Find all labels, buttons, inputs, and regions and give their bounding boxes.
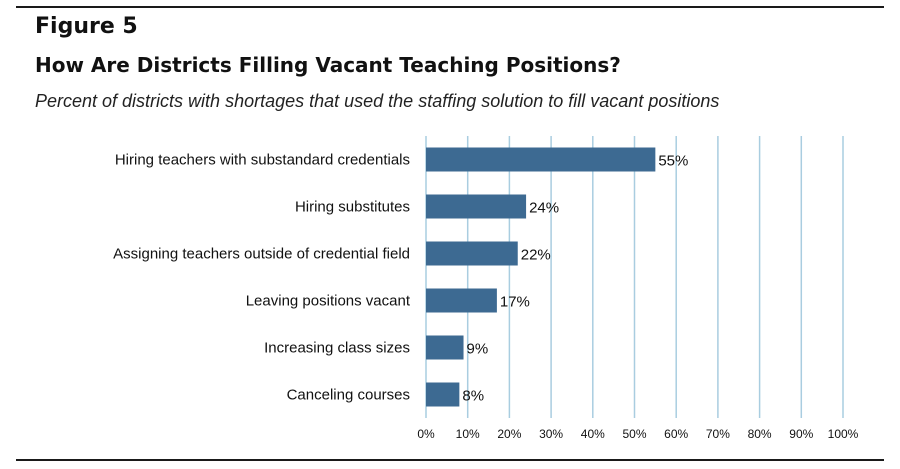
x-tick-label: 40%	[581, 427, 605, 441]
category-label: Canceling courses	[287, 387, 410, 404]
category-label: Leaving positions vacant	[246, 293, 411, 310]
x-tick-label: 10%	[456, 427, 480, 441]
x-tick-label: 30%	[539, 427, 563, 441]
bottom-rule	[16, 459, 884, 461]
category-label: Hiring substitutes	[295, 199, 410, 216]
x-tick-label: 90%	[789, 427, 813, 441]
chart-subtitle: Percent of districts with shortages that…	[35, 91, 720, 111]
bar	[426, 194, 527, 219]
category-label: Increasing class sizes	[264, 340, 410, 357]
figure-label: Figure 5	[35, 14, 138, 39]
data-label: 8%	[462, 388, 484, 405]
x-tick-label: 50%	[622, 427, 646, 441]
x-tick-label: 70%	[706, 427, 730, 441]
data-label: 55%	[658, 153, 688, 170]
x-tick-label: 0%	[417, 427, 435, 441]
bar	[426, 335, 464, 360]
category-label: Hiring teachers with substandard credent…	[115, 152, 410, 169]
category-label: Assigning teachers outside of credential…	[113, 246, 410, 263]
data-label: 24%	[529, 200, 559, 217]
bar	[426, 382, 460, 407]
chart-title: How Are Districts Filling Vacant Teachin…	[35, 53, 621, 77]
data-label: 9%	[467, 341, 489, 358]
x-tick-label: 60%	[664, 427, 688, 441]
bar	[426, 288, 497, 313]
bar	[426, 241, 518, 266]
x-tick-label: 100%	[828, 427, 859, 441]
bar	[426, 147, 656, 172]
x-tick-label: 80%	[748, 427, 772, 441]
x-tick-label: 20%	[497, 427, 521, 441]
data-label: 22%	[521, 247, 551, 264]
data-label: 17%	[500, 294, 530, 311]
top-rule	[16, 6, 884, 8]
